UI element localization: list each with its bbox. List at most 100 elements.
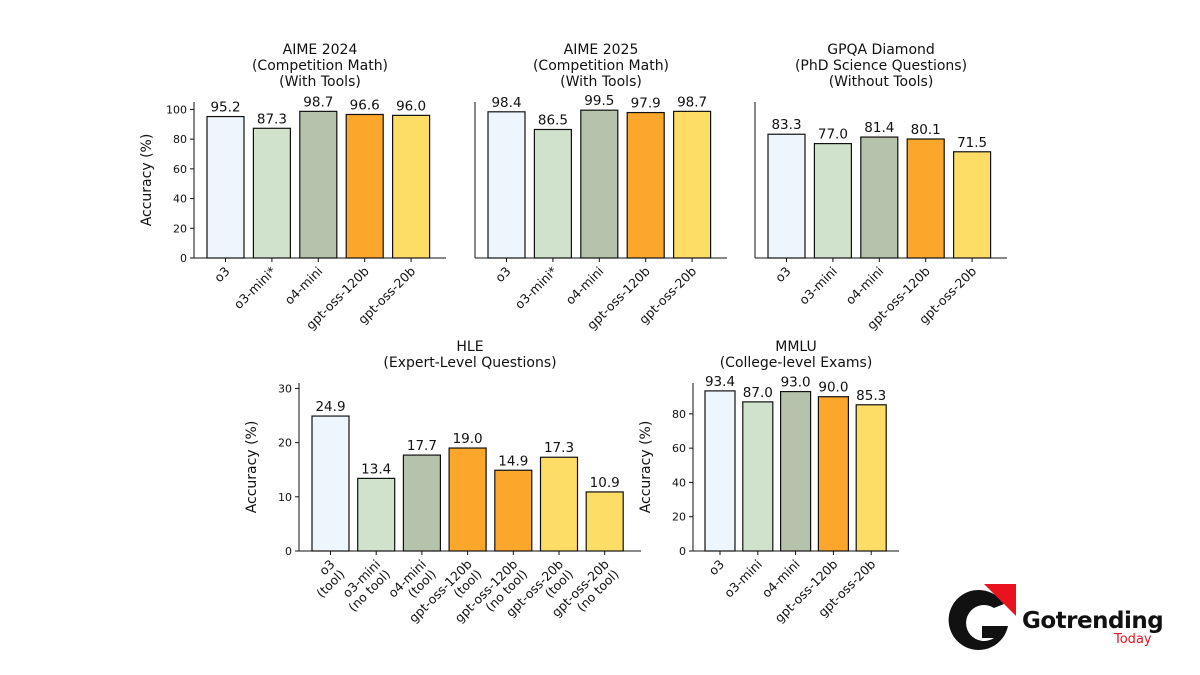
mmlu-bar-value-label: 90.0 [818,380,848,396]
gpqa-diamond-bar-value-label: 71.5 [957,135,987,151]
hle-y-tick-label: 10 [278,491,292,504]
gpqa-diamond-bar [813,143,853,259]
aime-2025-bar [672,110,712,259]
aime-2025-x-tick-label: o4-mini [562,264,606,308]
hle-title-line: (Expert-Level Questions) [383,355,556,371]
aime-2024-bar [392,114,431,259]
aime-2025-bar-value-label: 98.4 [491,95,521,111]
mmlu-bar [779,390,812,552]
hle-bar-value-label: 24.9 [315,399,345,415]
aime-2024-x-tick-label: o3 [211,264,233,286]
mmlu-bar-value-label: 87.0 [743,385,773,401]
gpqa-diamond-x-tick-label-line: o3 [772,264,794,286]
gpqa-diamond-bar [860,136,899,259]
aime-2025-title-line: (With Tools) [560,74,642,90]
gpqa-diamond-bar-value-label: 83.3 [771,117,801,133]
aime-2024-x-tick-label-line: o3-mini* [231,264,279,312]
hle-chart: HLE(Expert-Level Questions) 0 10 20 30 Accura… [244,339,641,625]
aime-2024-bar [206,115,245,259]
hle-bar-value-label: 10.9 [590,475,620,491]
mmlu-bar [742,401,774,552]
gpqa-diamond-x-tick-label: o4-mini [842,264,886,308]
mmlu-bar [817,396,850,552]
gpqa-diamond-bar-value-label: 77.0 [818,127,848,143]
gpqa-diamond-title-line: (Without Tools) [829,74,934,90]
aime-2024-bar-value-label: 96.0 [396,98,426,114]
hle-bar-value-label: 17.7 [407,438,437,454]
gpqa-diamond-bar-value-label: 81.4 [864,120,894,136]
aime-2024-y-tick-label: 100 [166,103,187,116]
gpqa-diamond-x-tick-label: o3-mini [796,264,840,308]
hle-y-tick-label: 20 [278,437,292,450]
aime-2024-x-tick-label: o4-mini [281,264,325,308]
hle-bar [448,447,487,552]
aime-2025-bar [626,111,665,259]
mmlu-x-tick-label: o3-mini [721,557,765,601]
gpqa-diamond-x-tick-label: o3 [772,264,794,286]
aime-2024-bar [252,127,291,259]
aime-2024-x-tick-label-line: o3 [211,264,233,286]
gotrending-logo: Gotrending Today [938,582,1178,662]
hle-title-line: HLE [456,339,483,355]
hle-bar [539,456,579,552]
hle-y-label: Accuracy (%) [244,421,260,514]
aime-2024-y-tick-label: 0 [180,252,187,265]
hle-y-tick-label: 30 [278,382,292,395]
aime-2025-x-tick-label-line: o3-mini* [512,264,560,312]
aime-2025-x-tick-label: o3-mini* [512,264,560,312]
logo-brand-text: Gotrending [1022,608,1164,634]
aime-2024-y-tick-label: 40 [173,193,187,206]
hle-bar [402,454,441,552]
mmlu-title-line: (College-level Exams) [720,355,873,371]
aime-2024-y-tick-label: 60 [173,163,187,176]
mmlu-bar-value-label: 93.4 [705,374,735,390]
mmlu-x-tick-label-line: o3-mini [721,557,765,601]
hle-x-tick-label: o3(tool) [303,557,347,601]
gpqa-diamond-x-tick-label-line: o4-mini [842,264,886,308]
aime-2025-bar [580,109,619,259]
gpqa-diamond-bar [906,138,945,259]
mmlu-bar [855,404,887,552]
aime-2024-chart: AIME 2024(Competition Math)(With Tools) 0… [139,42,446,332]
mmlu-y-tick-label: 0 [679,545,686,558]
mmlu-bar [704,390,736,552]
mmlu-bar-value-label: 93.0 [781,375,811,391]
aime-2024-y-tick-label: 20 [173,222,187,235]
aime-2024-bar [345,113,384,259]
hle-bar-value-label: 17.3 [544,440,574,456]
hle-x-tick-label-line: (tool) [313,566,347,600]
mmlu-x-tick-label-line: o3 [705,557,727,579]
logo-sub-text: Today [1114,632,1152,647]
aime-2025-bar-value-label: 86.5 [538,112,568,128]
aime-2025-title-line: (Competition Math) [533,58,669,74]
aime-2025-bar [487,111,526,259]
mmlu-y-tick-label: 40 [672,476,686,489]
aime-2024-bar [299,110,338,259]
aime-2024-y-label: Accuracy (%) [139,134,155,227]
gpqa-diamond-chart: GPQA Diamond(PhD Science Questions)(With… [754,42,1007,332]
aime-2025-title-line: AIME 2025 [564,42,639,58]
mmlu-y-tick-label: 20 [672,511,686,524]
mmlu-y-label: Accuracy (%) [638,421,654,514]
aime-2025-bar-value-label: 99.5 [584,93,614,109]
aime-2025-bar [533,128,573,259]
hle-y-tick-label: 0 [285,545,292,558]
mmlu-x-tick-label: o3 [705,557,727,579]
aime-2025-bar-value-label: 98.7 [677,94,707,110]
hle-bar [494,469,533,552]
mmlu-y-tick-label: 80 [672,408,686,421]
aime-2024-title-line: AIME 2024 [283,42,358,58]
hle-bar-value-label: 19.0 [453,431,483,447]
hle-bar [311,415,350,552]
gpqa-diamond-bar [767,133,806,259]
hle-bar-value-label: 13.4 [361,461,391,477]
mmlu-chart: MMLU(College-level Exams) 0 20 40 60 80 Accura… [638,339,899,625]
aime-2024-bar-value-label: 95.2 [210,100,240,116]
aime-2025-x-tick-label-line: o4-mini [562,264,606,308]
gpqa-diamond-bar [952,151,992,259]
aime-2024-bar-value-label: 98.7 [303,94,333,110]
aime-2024-bar-value-label: 96.6 [350,97,380,113]
hle-bar [585,491,624,552]
gpqa-diamond-title-line: GPQA Diamond [827,42,935,58]
